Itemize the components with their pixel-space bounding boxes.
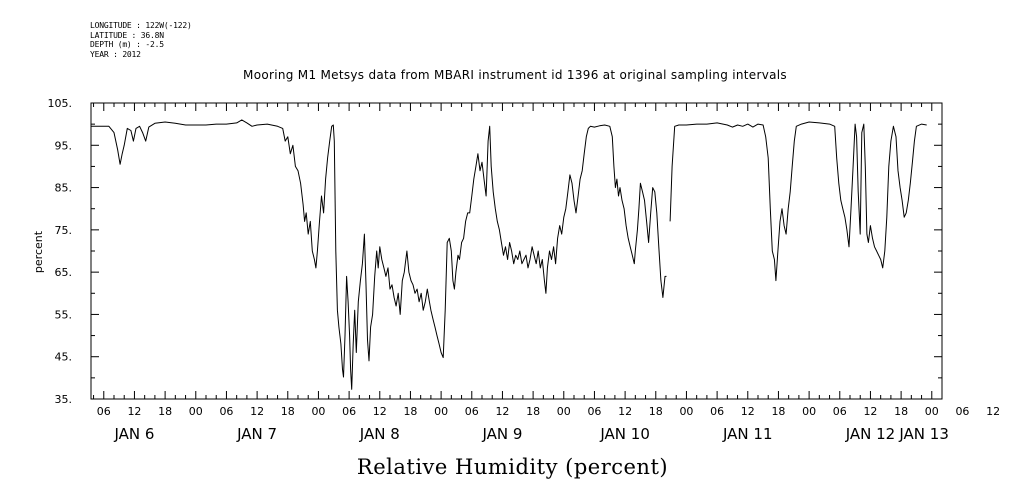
depth-text: DEPTH (m) : -2.5 (90, 40, 164, 49)
x-hour-label: 18 (894, 405, 908, 418)
x-hour-label: 12 (618, 405, 632, 418)
y-tick-label: 105. (48, 97, 73, 110)
x-hour-label: 18 (403, 405, 417, 418)
x-hour-label: 00 (557, 405, 571, 418)
x-hour-label: 06 (219, 405, 233, 418)
x-hour-label: 00 (311, 405, 325, 418)
x-hour-label: 06 (587, 405, 601, 418)
x-hour-label: 12 (986, 405, 1000, 418)
x-day-label: JAN 8 (359, 425, 400, 443)
x-hour-label: 12 (741, 405, 755, 418)
chart-title: Mooring M1 Metsys data from MBARI instru… (243, 68, 787, 82)
x-hour-label: 12 (250, 405, 264, 418)
x-hour-label: 06 (710, 405, 724, 418)
x-hour-label: 06 (97, 405, 111, 418)
y-tick-label: 65. (55, 266, 73, 279)
x-hour-label: 12 (373, 405, 387, 418)
x-hour-label: 18 (771, 405, 785, 418)
x-day-label: JAN 11 (722, 425, 773, 443)
x-hour-label: 06 (342, 405, 356, 418)
x-hour-label: 18 (526, 405, 540, 418)
x-axis-label: Relative Humidity (percent) (356, 455, 669, 479)
plot-frame (90, 102, 943, 400)
longitude-text: LONGITUDE : 122W(-122) (90, 21, 192, 30)
x-hour-label: 06 (955, 405, 969, 418)
year-text: YEAR : 2012 (90, 49, 141, 59)
x-hour-label: 06 (833, 405, 847, 418)
x-day-label: JAN 10 (599, 425, 650, 443)
labels-layer: 35. 45. 55. 65. 75. 85. 95. 105. 06 12 18 00 06 12 18 0… (48, 97, 1001, 443)
latitude-text: LATITUDE : 36.8N (90, 30, 164, 40)
x-hour-label: 00 (434, 405, 448, 418)
y-tick-label: 85. (55, 182, 73, 195)
x-hour-label: 18 (649, 405, 663, 418)
y-axis-label: percent (32, 230, 45, 273)
x-day-label: JAN 9 (481, 425, 522, 443)
x-hour-label: 12 (127, 405, 141, 418)
x-hour-label: 12 (495, 405, 509, 418)
x-hour-label: 12 (863, 405, 877, 418)
series-layer (91, 119, 927, 390)
x-hour-label: 18 (158, 405, 172, 418)
metadata-block: LONGITUDE : 122W(-122) LATITUDE : 36.8N … (90, 21, 192, 59)
x-hour-label: 18 (281, 405, 295, 418)
x-hour-label: 00 (802, 405, 816, 418)
x-hour-label: 00 (189, 405, 203, 418)
y-tick-label: 45. (55, 351, 73, 364)
x-day-label: JAN 6 (113, 425, 154, 443)
ticks-layer (91, 102, 943, 400)
x-hour-label: 06 (465, 405, 479, 418)
x-day-label: JAN 7 (236, 425, 277, 443)
y-tick-label: 35. (55, 393, 73, 406)
x-hour-label: 00 (679, 405, 693, 418)
series-line (91, 119, 667, 390)
x-hour-label: 00 (925, 405, 939, 418)
y-tick-label: 75. (55, 224, 73, 237)
x-day-label: JAN 12 (845, 425, 896, 443)
y-tick-label: 55. (55, 308, 73, 321)
series-line (669, 121, 927, 282)
y-tick-label: 95. (55, 139, 73, 152)
x-day-label: JAN 13 (898, 425, 949, 443)
